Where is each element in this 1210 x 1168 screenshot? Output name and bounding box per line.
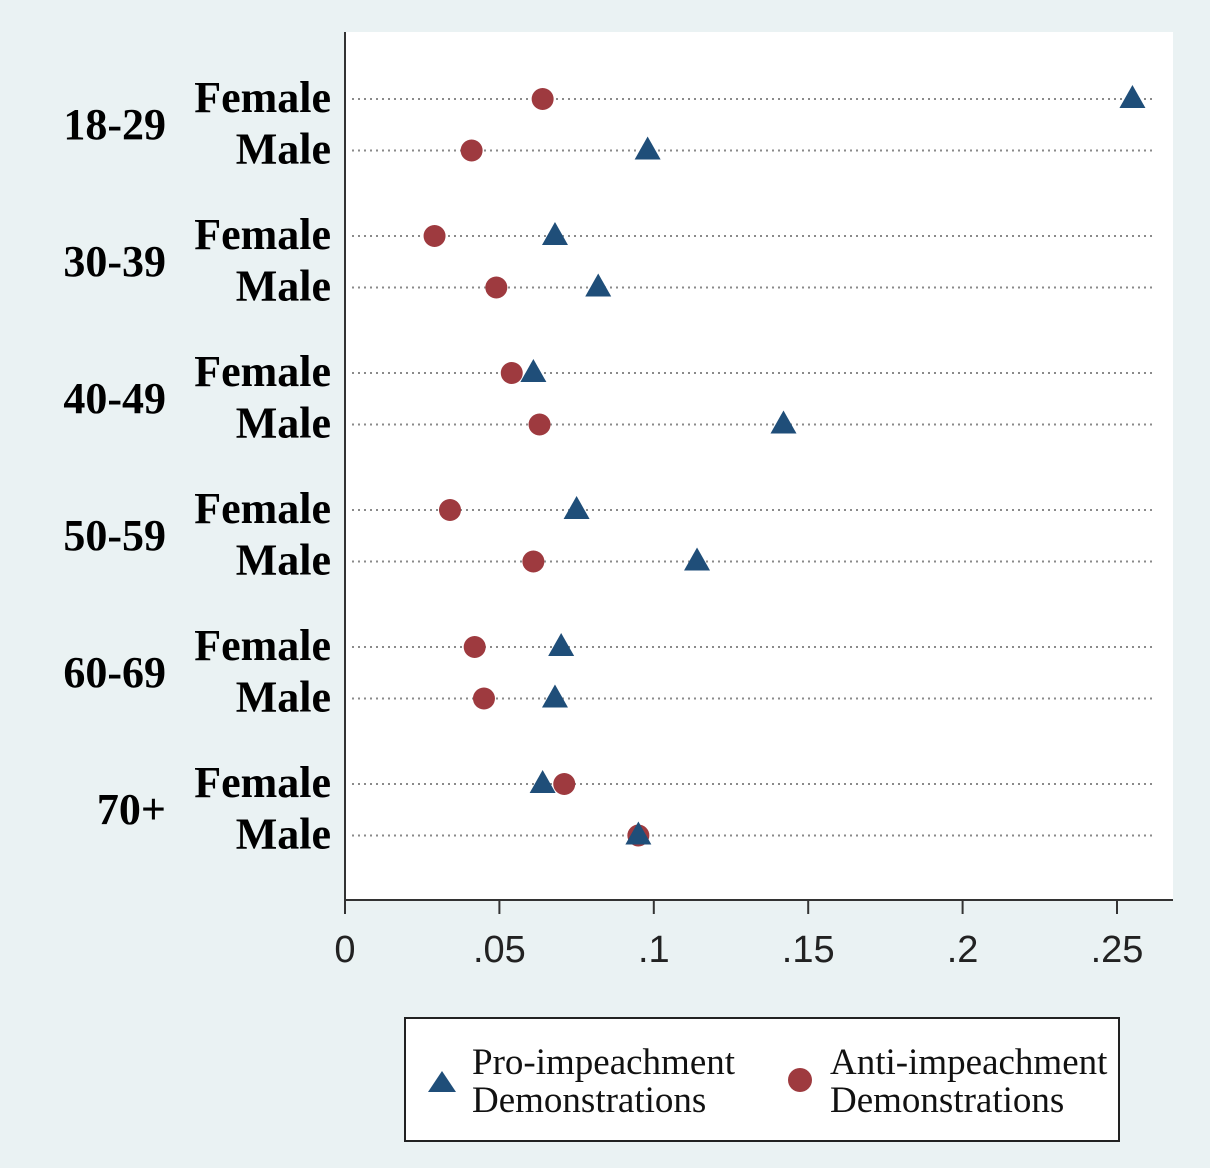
pro-impeachment-point: [1119, 85, 1146, 108]
anti-impeachment-point: [472, 687, 495, 710]
anti-impeachment-point: [460, 139, 483, 162]
legend-pro-line1: Pro-impeachment: [472, 1042, 736, 1083]
markers: [423, 85, 1146, 847]
x-tick-label: .15: [782, 929, 835, 971]
legend: Pro-impeachment Demonstrations Anti-impe…: [404, 1017, 1120, 1142]
sex-label: Male: [236, 536, 331, 585]
pro-impeachment-point: [548, 633, 575, 656]
x-axis: 0 .05 .1 .15 .2 .25: [334, 900, 1143, 971]
anti-impeachment-point: [485, 276, 508, 299]
sex-label: Female: [194, 758, 331, 807]
anti-impeachment-point: [531, 88, 554, 110]
pro-impeachment-point: [770, 410, 797, 434]
x-tick-label: .2: [947, 929, 979, 971]
sex-label: Female: [194, 347, 331, 396]
x-tick-label: .25: [1091, 929, 1144, 971]
pro-impeachment-point: [520, 359, 547, 382]
pro-impeachment-point: [625, 821, 652, 845]
legend-anti-line1: Anti-impeachment: [830, 1042, 1108, 1083]
anti-impeachment-point: [528, 413, 551, 436]
anti-impeachment-point: [553, 773, 576, 795]
anti-impeachment-point: [500, 362, 523, 384]
pro-impeachment-point: [585, 273, 612, 297]
pro-impeachment-point: [541, 222, 568, 245]
plot-area: [345, 32, 1173, 900]
anti-impeachment-point: [438, 499, 461, 521]
y-labels: 18-29FemaleMale30-39FemaleMale40-49Femal…: [63, 73, 331, 859]
anti-impeachment-point: [423, 225, 446, 247]
group-label: 30-39: [63, 237, 166, 286]
group-label: 40-49: [63, 374, 166, 423]
sex-label: Male: [236, 262, 331, 311]
x-tick-label: 0: [334, 929, 355, 971]
pro-impeachment-point: [541, 684, 568, 708]
pro-impeachment-point: [634, 136, 661, 160]
group-label: 18-29: [63, 100, 166, 149]
sex-label: Male: [236, 125, 331, 174]
pro-impeachment-point: [563, 496, 590, 519]
legend-anti-circle-icon: [788, 1068, 812, 1092]
anti-impeachment-point: [522, 550, 545, 573]
group-label: 70+: [97, 785, 166, 834]
pro-impeachment-point: [684, 547, 711, 571]
group-label: 60-69: [63, 648, 166, 697]
sex-label: Female: [194, 484, 331, 533]
x-tick-label: .05: [473, 929, 526, 971]
sex-label: Male: [236, 399, 331, 448]
group-label: 50-59: [63, 511, 166, 560]
sex-label: Female: [194, 621, 331, 670]
sex-label: Male: [236, 810, 331, 859]
sex-label: Female: [194, 73, 331, 122]
anti-impeachment-point: [463, 636, 486, 658]
sex-label: Male: [236, 673, 331, 722]
sex-label: Female: [194, 210, 331, 259]
legend-pro-line2: Demonstrations: [472, 1080, 706, 1121]
x-tick-label: .1: [638, 929, 670, 971]
legend-pro-triangle-icon: [428, 1071, 456, 1092]
legend-box: [404, 1017, 1120, 1142]
legend-anti-line2: Demonstrations: [830, 1080, 1064, 1121]
pro-impeachment-point: [529, 770, 556, 793]
